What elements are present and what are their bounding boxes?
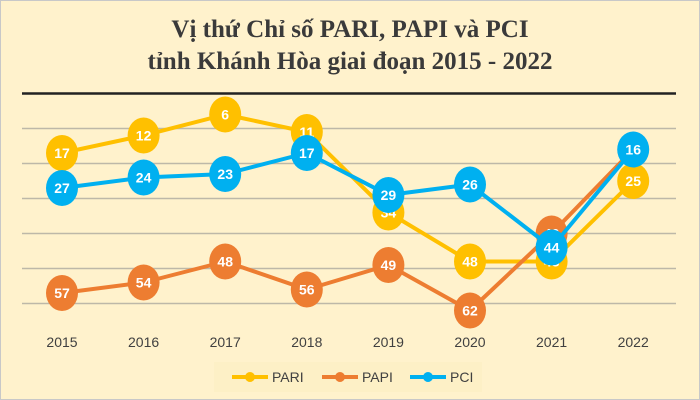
data-label-papi: 62: [462, 303, 478, 319]
data-point-pari: [617, 163, 650, 199]
x-tick-label: 2020: [454, 334, 485, 350]
data-label-pari: 48: [462, 254, 478, 270]
data-label-papi: 54: [136, 275, 152, 291]
data-point-pci: [617, 131, 650, 168]
data-label-pci: 27: [54, 180, 70, 196]
data-point-pari: [209, 96, 242, 133]
data-label-pci: 16: [625, 142, 641, 158]
legend-marker-papi: [335, 372, 345, 382]
data-point-pci: [127, 159, 160, 196]
x-tick-label: 2016: [128, 334, 159, 350]
data-label-papi: 48: [217, 254, 233, 270]
data-point-pci: [290, 135, 323, 171]
data-label-pari: 12: [136, 128, 152, 144]
data-point-pari: [127, 117, 160, 154]
data-point-pci: [372, 177, 405, 213]
legend-label-pci: PCI: [450, 369, 473, 385]
data-point-pci: [46, 170, 78, 206]
title-line-1: Vị thứ Chỉ số PARI, PAPI và PCI: [171, 16, 529, 43]
legend-label-papi: PAPI: [362, 369, 393, 385]
data-point-papi: [290, 271, 323, 308]
data-point-papi: [372, 247, 405, 283]
data-point-pari: [454, 243, 486, 280]
data-point-papi: [127, 264, 160, 301]
data-point-pci: [454, 166, 486, 203]
x-tick-label: 2017: [210, 334, 241, 350]
chart-title: Vị thứ Chỉ số PARI, PAPI và PCI tỉnh Khá…: [0, 14, 700, 78]
data-label-papi: 56: [299, 282, 315, 298]
data-label-papi: 49: [381, 257, 397, 273]
x-tick-label: 2019: [373, 334, 404, 350]
data-label-pari: 6: [221, 107, 229, 123]
data-label-pci: 24: [136, 170, 152, 186]
data-label-pari: 17: [54, 145, 70, 161]
data-point-pari: [46, 135, 78, 171]
data-point-pci: [209, 156, 242, 192]
legend-marker-pci: [423, 372, 433, 382]
legend-label-pari: PARI: [272, 369, 304, 385]
x-tick-label: 2022: [618, 334, 649, 350]
data-point-pci: [535, 229, 568, 266]
x-tick-label: 2015: [46, 334, 77, 350]
legend-marker-pari: [245, 372, 255, 382]
data-label-pci: 44: [544, 240, 560, 256]
data-point-papi: [209, 243, 242, 280]
data-label-papi: 57: [54, 285, 70, 301]
data-label-pci: 23: [217, 166, 233, 182]
x-tick-label: 2018: [291, 334, 322, 350]
data-label-pci: 29: [381, 187, 397, 203]
data-label-pari: 25: [625, 173, 641, 189]
data-label-pci: 26: [462, 177, 478, 193]
title-line-2: tỉnh Khánh Hòa giai đoạn 2015 - 2022: [147, 48, 553, 75]
data-point-papi: [46, 275, 78, 311]
data-point-papi: [454, 292, 486, 329]
x-tick-label: 2021: [536, 334, 567, 350]
data-label-pci: 17: [299, 145, 315, 161]
